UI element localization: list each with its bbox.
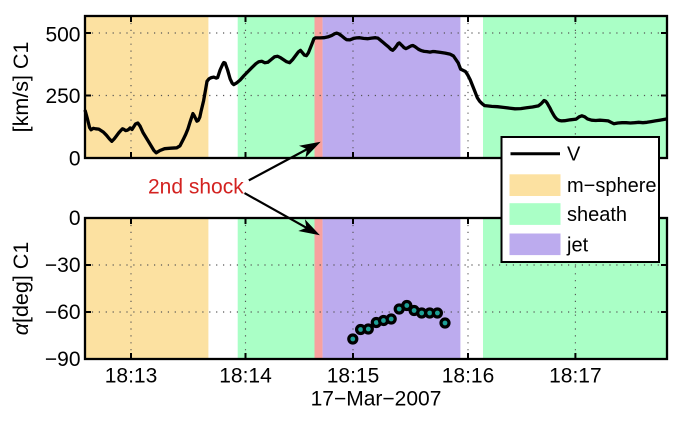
- svg-text:17−Mar−2007: 17−Mar−2007: [311, 388, 442, 411]
- svg-text:18:16: 18:16: [442, 365, 495, 388]
- svg-text:500: 500: [45, 23, 80, 46]
- svg-text:2nd shock: 2nd shock: [148, 176, 244, 199]
- svg-text:α[deg] C1: α[deg] C1: [9, 242, 33, 336]
- svg-text:−90: −90: [45, 348, 81, 371]
- svg-text:V: V: [567, 144, 581, 166]
- svg-text:jet: jet: [566, 235, 589, 257]
- svg-text:sheath: sheath: [567, 204, 627, 226]
- svg-text:−60: −60: [45, 301, 81, 324]
- svg-text:18:14: 18:14: [219, 365, 272, 388]
- svg-text:0: 0: [69, 207, 81, 230]
- svg-text:250: 250: [45, 85, 80, 108]
- svg-text:18:17: 18:17: [549, 365, 602, 388]
- svg-text:m−sphere: m−sphere: [567, 175, 657, 197]
- svg-text:[km/s] C1: [km/s] C1: [9, 42, 33, 133]
- svg-text:0: 0: [69, 148, 81, 171]
- svg-text:−30: −30: [45, 254, 81, 277]
- svg-text:18:13: 18:13: [105, 365, 158, 388]
- svg-text:18:15: 18:15: [327, 365, 380, 388]
